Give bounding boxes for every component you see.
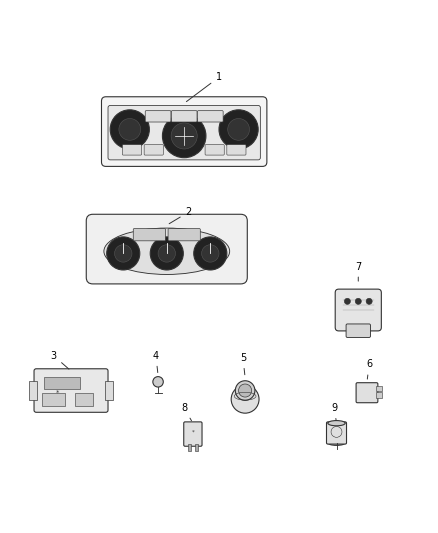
Circle shape: [158, 245, 176, 262]
FancyBboxPatch shape: [42, 393, 65, 406]
Circle shape: [201, 245, 219, 262]
Circle shape: [228, 118, 250, 140]
Ellipse shape: [328, 421, 345, 426]
Circle shape: [344, 298, 350, 304]
FancyBboxPatch shape: [34, 369, 108, 413]
Circle shape: [107, 237, 140, 270]
FancyBboxPatch shape: [75, 393, 93, 406]
FancyBboxPatch shape: [86, 214, 247, 284]
Circle shape: [115, 245, 132, 262]
Ellipse shape: [328, 440, 345, 446]
FancyBboxPatch shape: [133, 229, 166, 241]
Bar: [187, 444, 191, 450]
Bar: [194, 444, 198, 450]
FancyBboxPatch shape: [171, 111, 197, 122]
Circle shape: [194, 237, 227, 270]
FancyBboxPatch shape: [106, 382, 113, 400]
FancyBboxPatch shape: [198, 111, 223, 122]
Text: *: *: [56, 390, 60, 395]
Circle shape: [150, 237, 184, 270]
FancyBboxPatch shape: [145, 111, 171, 122]
Circle shape: [355, 298, 361, 304]
FancyBboxPatch shape: [326, 422, 346, 444]
FancyBboxPatch shape: [227, 144, 246, 155]
FancyBboxPatch shape: [108, 106, 260, 160]
Ellipse shape: [235, 381, 255, 400]
FancyBboxPatch shape: [45, 377, 80, 389]
FancyBboxPatch shape: [376, 386, 382, 391]
FancyBboxPatch shape: [376, 392, 382, 398]
FancyBboxPatch shape: [335, 289, 381, 331]
Text: 6: 6: [366, 359, 372, 379]
Text: 2: 2: [169, 207, 192, 224]
FancyBboxPatch shape: [144, 144, 163, 155]
FancyBboxPatch shape: [346, 324, 371, 337]
Circle shape: [162, 114, 206, 158]
Text: 9: 9: [331, 403, 337, 421]
FancyBboxPatch shape: [168, 229, 200, 241]
Circle shape: [153, 377, 163, 387]
Circle shape: [171, 123, 197, 149]
Text: 8: 8: [181, 403, 191, 421]
FancyBboxPatch shape: [102, 97, 267, 166]
Text: *: *: [191, 430, 194, 434]
Ellipse shape: [104, 228, 230, 274]
Text: 4: 4: [153, 351, 159, 373]
Circle shape: [119, 118, 141, 140]
Circle shape: [231, 385, 259, 413]
Text: 7: 7: [355, 262, 361, 281]
Circle shape: [366, 298, 372, 304]
Circle shape: [219, 110, 258, 149]
FancyBboxPatch shape: [122, 144, 141, 155]
Circle shape: [239, 384, 252, 397]
FancyBboxPatch shape: [184, 422, 202, 446]
Text: 3: 3: [50, 351, 69, 369]
Text: 5: 5: [240, 353, 246, 375]
Text: 1: 1: [187, 72, 222, 102]
FancyBboxPatch shape: [356, 383, 378, 403]
FancyBboxPatch shape: [205, 144, 224, 155]
Circle shape: [110, 110, 149, 149]
FancyBboxPatch shape: [29, 382, 37, 400]
